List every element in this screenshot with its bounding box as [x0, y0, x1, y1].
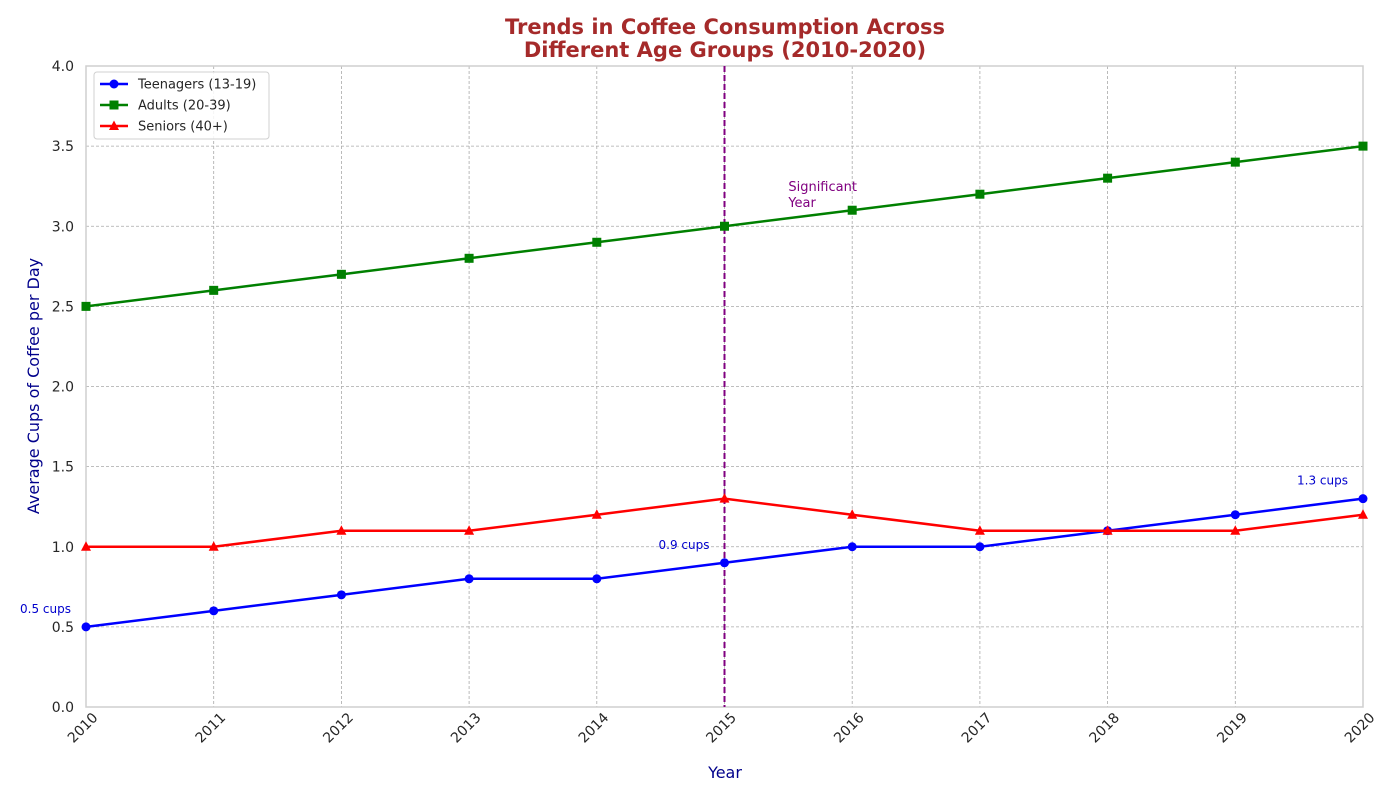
y-tick-label-2: 1.0 [52, 540, 74, 556]
point-adults-2015 [720, 221, 729, 231]
series-teenagers [81, 494, 1368, 632]
x-tick-label-7: 2017 [959, 710, 996, 747]
point-adults-2020 [1358, 141, 1368, 151]
y-tick-label-4: 2.0 [52, 380, 74, 396]
point-teenagers-2020 [1358, 494, 1368, 504]
data-label-2010: 0.5 cups [20, 602, 71, 616]
point-adults-2013 [464, 253, 474, 263]
significant-year-label-line-2: Year [787, 196, 816, 211]
legend-item-seniors: Seniors (40+) [100, 120, 228, 135]
y-tick-label-6: 3.0 [52, 219, 74, 235]
chart-title-line-2: Different Age Groups (2010-2020) [524, 38, 926, 62]
legend-item-adults: Adults (20-39) [100, 99, 231, 114]
point-seniors-2016 [847, 509, 858, 519]
x-tick-label-5: 2015 [703, 710, 740, 747]
point-seniors-2014 [591, 509, 602, 519]
x-tick-label-3: 2013 [448, 710, 485, 747]
point-seniors-2017 [974, 525, 985, 535]
point-seniors-2020 [1358, 509, 1368, 519]
point-seniors-2012 [336, 525, 347, 535]
point-teenagers-2011 [209, 606, 219, 616]
data-label-2015: 0.9 cups [659, 538, 710, 552]
x-tick-label-1: 2011 [193, 710, 230, 747]
y-tick-label-3: 1.5 [52, 460, 74, 476]
series-adults [81, 141, 1368, 311]
point-teenagers-2015 [720, 558, 729, 568]
point-adults-2012 [336, 269, 346, 279]
x-tick-label-4: 2014 [576, 710, 613, 747]
legend-label-seniors: Seniors (40+) [138, 120, 228, 135]
point-adults-2016 [847, 205, 857, 215]
x-axis-ticks: 2010 2011 2012 2013 2014 2015 2016 2017 2018 2019… [65, 710, 1379, 747]
y-tick-label-7: 3.5 [52, 139, 74, 155]
point-teenagers-2014 [592, 574, 602, 584]
significant-year-label-line-1: Significant [788, 180, 857, 195]
point-adults-2018 [1103, 173, 1113, 183]
point-seniors-2015 [719, 493, 730, 503]
x-tick-label-6: 2016 [831, 710, 868, 747]
y-axis-ticks: 0.0 0.5 1.0 1.5 2.0 2.5 3.0 3.5 4.0 [52, 59, 74, 716]
point-seniors-2019 [1230, 525, 1241, 535]
point-adults-2019 [1230, 157, 1240, 167]
point-teenagers-2017 [975, 542, 985, 552]
point-teenagers-2019 [1230, 510, 1240, 520]
legend-label-teenagers: Teenagers (13-19) [137, 78, 256, 93]
legend-marker-seniors [109, 120, 119, 130]
x-tick-label-2: 2012 [320, 710, 357, 747]
point-adults-2014 [592, 237, 602, 247]
y-tick-label-8: 4.0 [52, 59, 74, 75]
legend-label-adults: Adults (20-39) [138, 99, 231, 114]
x-tick-label-10: 2020 [1342, 710, 1379, 747]
x-tick-label-8: 2018 [1087, 710, 1124, 747]
point-seniors-2018 [1102, 525, 1113, 535]
legend: Teenagers (13-19) Adults (20-39) Seniors (… [93, 71, 270, 140]
annotations: 0.5 cups 0.9 cups 1.3 cups [20, 474, 1348, 616]
y-tick-label-1: 0.5 [52, 620, 74, 636]
point-seniors-2011 [208, 541, 219, 551]
point-teenagers-2012 [336, 590, 346, 600]
point-seniors-2013 [464, 525, 475, 535]
point-adults-2017 [975, 189, 985, 199]
series-seniors [81, 493, 1368, 551]
point-teenagers-2013 [464, 574, 474, 584]
chart-title-line-1: Trends in Coffee Consumption Across [505, 15, 945, 39]
y-tick-label-5: 2.5 [52, 299, 74, 315]
data-label-2020: 1.3 cups [1297, 474, 1348, 488]
series-lines [81, 141, 1368, 632]
y-axis-title: Average Cups of Coffee per Day [24, 258, 43, 514]
legend-marker-adults [109, 100, 119, 110]
point-teenagers-2010 [81, 622, 91, 632]
x-axis-title: Year [707, 763, 742, 782]
legend-marker-teenagers [109, 79, 119, 89]
legend-box [93, 71, 270, 140]
legend-item-teenagers: Teenagers (13-19) [100, 78, 256, 93]
point-adults-2010 [81, 301, 91, 311]
y-tick-label-0: 0.0 [52, 700, 74, 716]
x-tick-label-9: 2019 [1214, 710, 1251, 747]
point-adults-2011 [209, 285, 219, 295]
point-teenagers-2016 [847, 542, 857, 552]
point-seniors-2010 [81, 541, 91, 551]
